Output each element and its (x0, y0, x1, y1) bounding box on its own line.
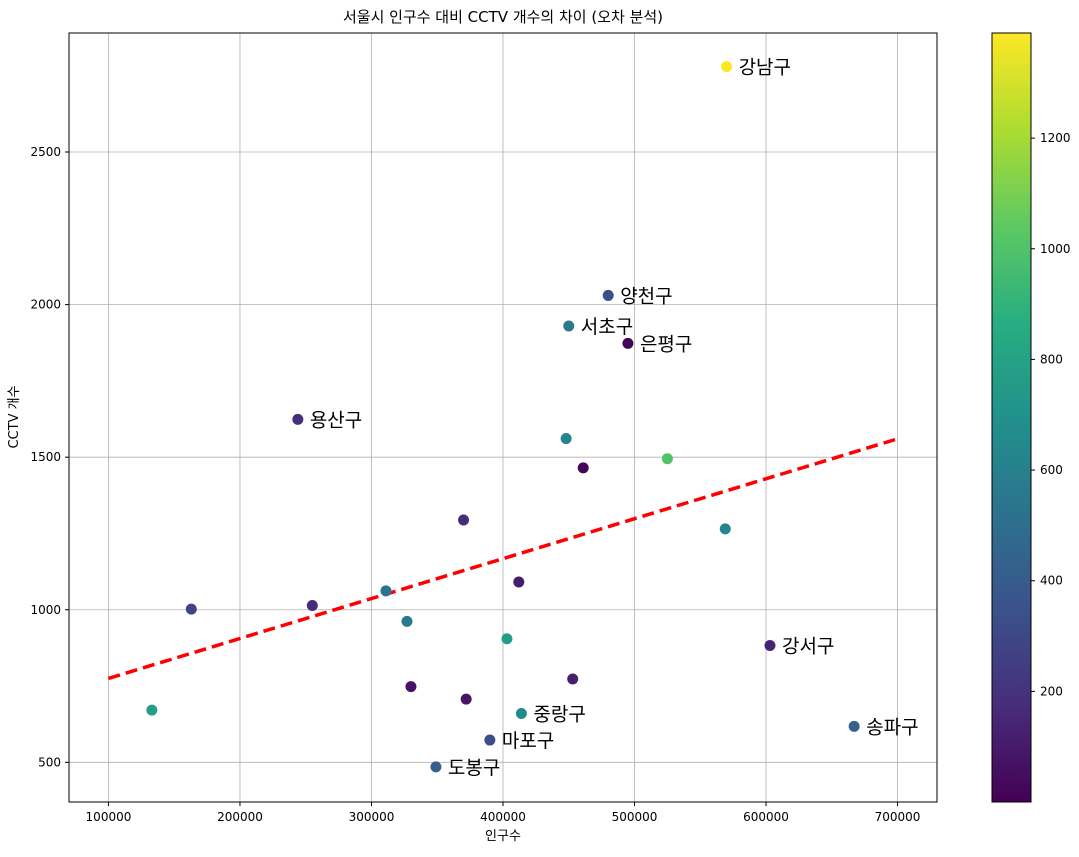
data-point (567, 673, 579, 685)
colorbar-tick-label: 800 (1040, 352, 1063, 366)
point-label: 강서구 (782, 635, 834, 657)
grid (69, 33, 937, 802)
colorbar (991, 32, 1032, 803)
y-tick-label: 2500 (30, 145, 61, 159)
data-point (719, 523, 731, 535)
colorbar-tick-label: 1000 (1040, 242, 1071, 256)
data-point (721, 61, 733, 73)
x-tick-label: 400000 (480, 810, 526, 824)
point-label: 용산구 (310, 409, 362, 431)
data-point (306, 599, 318, 611)
point-label: 송파구 (866, 716, 918, 738)
x-tick-label: 500000 (612, 810, 658, 824)
y-axis-ticks: 500 1000 1500 2000 2500 (30, 145, 69, 769)
colorbar-ticks: 200 400 600 800 1000 1200 (1031, 131, 1071, 698)
y-tick-label: 500 (38, 755, 61, 769)
data-point (430, 761, 442, 773)
data-point (292, 413, 304, 425)
colorbar-tick-label: 200 (1040, 684, 1063, 698)
data-point (661, 453, 673, 465)
data-point (764, 639, 776, 651)
data-point (458, 514, 470, 526)
point-label: 중랑구 (533, 704, 585, 726)
x-tick-label: 600000 (743, 810, 789, 824)
data-point (380, 585, 392, 597)
y-tick-label: 2000 (30, 298, 61, 312)
point-label: 서초구 (581, 316, 633, 338)
point-label: 강남구 (739, 57, 791, 79)
data-point (405, 681, 417, 693)
x-tick-label: 100000 (86, 810, 132, 824)
point-label: 마포구 (502, 730, 554, 752)
data-point (577, 462, 589, 474)
y-tick-label: 1500 (30, 450, 61, 464)
point-label: 도봉구 (448, 757, 500, 779)
x-tick-label: 700000 (875, 810, 921, 824)
x-tick-label: 200000 (217, 810, 263, 824)
data-point (515, 708, 527, 720)
data-point (401, 615, 413, 627)
data-point (560, 433, 572, 445)
data-point (563, 320, 575, 332)
plot-frame (68, 32, 938, 803)
y-tick-label: 1000 (30, 603, 61, 617)
x-axis-label: 인구수 (485, 829, 521, 844)
point-label: 은평구 (640, 333, 692, 355)
x-axis-ticks: 100000 200000 300000 400000 500000 600000 7000… (86, 802, 921, 824)
data-point (146, 704, 158, 716)
chart-title: 서울시 인구수 대비 CCTV 개수의 차이 (오차 분석) (343, 8, 663, 26)
trend-line (107, 437, 899, 681)
data-point (602, 289, 614, 301)
x-tick-label: 300000 (349, 810, 395, 824)
data-point (848, 720, 860, 732)
data-points (146, 61, 860, 773)
point-label: 양천구 (620, 285, 672, 307)
data-point (501, 633, 513, 645)
data-point (622, 337, 634, 349)
colorbar-tick-label: 400 (1040, 574, 1063, 588)
data-point (460, 693, 472, 705)
data-point (513, 576, 525, 588)
data-point (185, 603, 197, 615)
data-point (484, 734, 496, 746)
colorbar-tick-label: 600 (1040, 463, 1063, 477)
colorbar-tick-label: 1200 (1040, 131, 1071, 145)
y-axis-label: CCTV 개수 (7, 385, 22, 448)
